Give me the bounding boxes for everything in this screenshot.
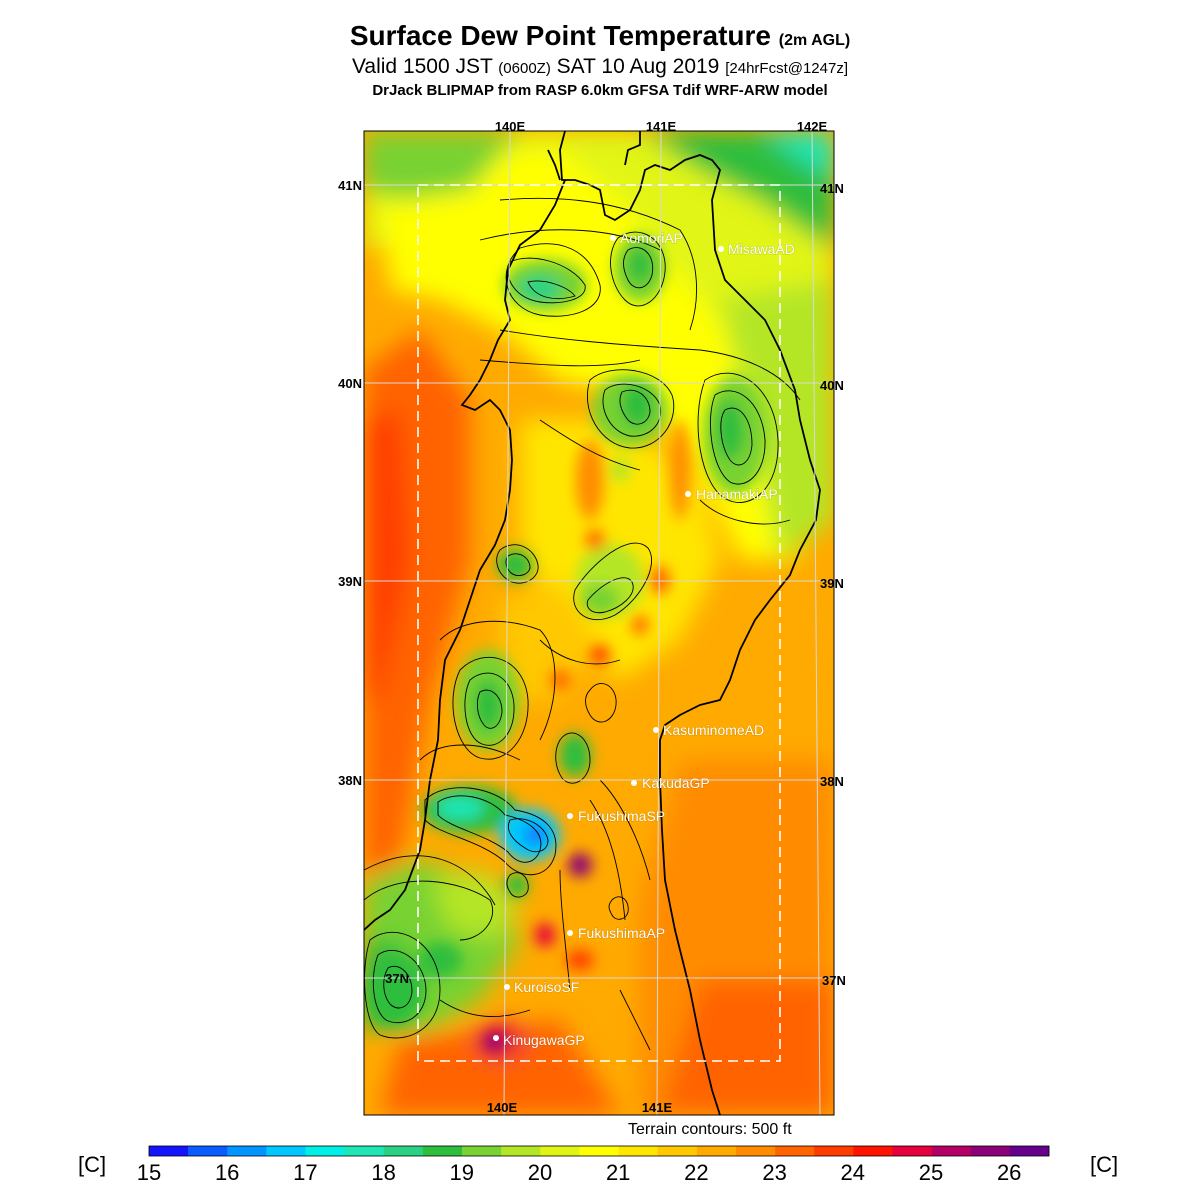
lon-label-top-141E: 141E bbox=[646, 119, 677, 134]
station-marker bbox=[653, 727, 659, 733]
colorbar-swatch bbox=[657, 1146, 698, 1156]
station-marker bbox=[567, 813, 573, 819]
colorbar-swatch bbox=[422, 1146, 463, 1156]
station-kinugawagp[interactable]: KinugawaGP bbox=[493, 1032, 585, 1049]
station-fukushimaap[interactable]: FukushimaAP bbox=[567, 925, 666, 942]
colorbar-tick-label: 25 bbox=[918, 1160, 944, 1185]
graticule bbox=[364, 130, 834, 1116]
colorbar-swatch bbox=[814, 1146, 854, 1156]
station-marker bbox=[685, 491, 691, 497]
colorbar-tick-label: 18 bbox=[371, 1160, 396, 1185]
station-misawaad[interactable]: MisawaAD bbox=[718, 241, 795, 258]
colorbar-swatch bbox=[540, 1146, 580, 1156]
colorbar-swatch bbox=[1009, 1146, 1050, 1156]
lon-label-bottom-140E: 140E bbox=[487, 1100, 518, 1115]
colorbar-swatch bbox=[970, 1146, 1011, 1156]
station-label: MisawaAD bbox=[728, 241, 795, 257]
title-text: Surface Dew Point Temperature bbox=[349, 20, 771, 51]
lat-label-left-39N: 39N bbox=[338, 574, 362, 589]
colorbar bbox=[148, 1145, 1050, 1157]
colorbar-tick-label: 26 bbox=[996, 1160, 1022, 1185]
colorbar-swatch bbox=[931, 1146, 972, 1156]
colorbar-tick-label: 20 bbox=[527, 1160, 553, 1185]
station-marker bbox=[567, 930, 573, 936]
colorbar-swatch bbox=[227, 1146, 267, 1156]
colorbar-tick-label: 17 bbox=[293, 1160, 318, 1185]
station-kasuminomead[interactable]: KasuminomeAD bbox=[653, 722, 765, 739]
lat-label-right-40N: 40N bbox=[820, 378, 844, 393]
model-domain-box bbox=[417, 184, 781, 1062]
station-label: FukushimaSP bbox=[578, 808, 665, 824]
station-kuroisosf[interactable]: KuroisoSF bbox=[504, 979, 580, 996]
valid-utc: (0600Z) bbox=[498, 60, 551, 77]
colorbar-tick-label: 22 bbox=[684, 1160, 709, 1185]
valid-date: SAT 10 Aug 2019 bbox=[556, 55, 720, 78]
forecast-info: [24hrFcst@1247z] bbox=[725, 60, 849, 77]
station-marker bbox=[504, 984, 510, 990]
lat-label-left-40N: 40N bbox=[338, 376, 362, 391]
dewpoint-field bbox=[364, 131, 834, 1115]
station-marker bbox=[610, 235, 616, 241]
lat-label-right-41N: 41N bbox=[820, 181, 844, 196]
colorbar-unit-right: [C] bbox=[1090, 1152, 1119, 1177]
colorbar-tick-label: 21 bbox=[605, 1160, 631, 1185]
colorbar-swatch bbox=[266, 1146, 306, 1156]
colorbar-unit-left: [C] bbox=[78, 1152, 107, 1177]
station-label: KakudaGP bbox=[642, 775, 710, 791]
lon-label-bottom-141E: 141E bbox=[642, 1100, 673, 1115]
colorbar-swatch bbox=[579, 1146, 619, 1156]
colorbar-swatch bbox=[344, 1146, 385, 1156]
colorbar-swatch bbox=[618, 1146, 658, 1156]
colorbar-tick-label: 23 bbox=[762, 1160, 787, 1185]
colorbar-swatch bbox=[735, 1146, 776, 1156]
terrain-contours bbox=[364, 197, 801, 1051]
station-aomoriap[interactable]: AomoriAP bbox=[610, 230, 684, 247]
colorbar-swatch bbox=[149, 1146, 189, 1156]
valid-time-line: Valid 1500 JST (0600Z) SAT 10 Aug 2019 [… bbox=[0, 55, 1200, 79]
lat-label-left-38N: 38N bbox=[338, 773, 362, 788]
lat-label-right-39N: 39N bbox=[820, 576, 844, 591]
colorbar-tick-label: 15 bbox=[136, 1160, 162, 1185]
station-marker bbox=[718, 246, 724, 252]
stations: AomoriAP MisawaAD HanamakiAP KasuminomeA… bbox=[493, 230, 795, 1049]
station-label: KinugawaGP bbox=[503, 1032, 585, 1048]
lat-label-right-37N: 37N bbox=[822, 973, 846, 988]
station-label: KasuminomeAD bbox=[663, 722, 764, 738]
station-label: AomoriAP bbox=[620, 230, 683, 246]
lat-label-left-41N: 41N bbox=[338, 178, 362, 193]
colorbar-swatch bbox=[775, 1146, 815, 1156]
colorbar-swatch bbox=[383, 1146, 424, 1156]
colorbar-swatch bbox=[853, 1146, 893, 1156]
station-fukushimasp[interactable]: FukushimaSP bbox=[567, 808, 666, 825]
title-qualifier: (2m AGL) bbox=[778, 32, 851, 49]
colorbar-swatch bbox=[188, 1146, 228, 1156]
colorbar-swatch bbox=[696, 1146, 737, 1156]
model-line: DrJack BLIPMAP from RASP 6.0km GFSA Tdif… bbox=[372, 82, 828, 99]
station-label: KuroisoSF bbox=[514, 979, 579, 995]
colorbar-tick-label: 24 bbox=[840, 1160, 866, 1185]
colorbar-outline bbox=[148, 1145, 1050, 1157]
map-title: Surface Dew Point Temperature (2m AGL) bbox=[0, 20, 1200, 52]
map-frame bbox=[363, 130, 835, 1116]
station-kakudagp[interactable]: KakudaGP bbox=[631, 775, 710, 792]
coastline bbox=[364, 131, 821, 1115]
valid-prefix: Valid 1500 JST bbox=[351, 55, 493, 78]
station-marker bbox=[493, 1035, 499, 1041]
station-hanamakiap[interactable]: HanamakiAP bbox=[685, 486, 778, 503]
colorbar-swatch bbox=[462, 1146, 502, 1156]
lon-label-top-140E: 140E bbox=[495, 119, 526, 134]
colorbar-tick-label: 16 bbox=[214, 1160, 240, 1185]
terrain-contour-note: Terrain contours: 500 ft bbox=[628, 1121, 792, 1138]
lat-label-right-38N: 38N bbox=[820, 774, 844, 789]
colorbar-swatch bbox=[892, 1146, 932, 1156]
station-label: HanamakiAP bbox=[696, 486, 778, 502]
station-label: FukushimaAP bbox=[578, 925, 665, 941]
colorbar-swatch bbox=[305, 1146, 345, 1156]
lon-label-top-142E: 142E bbox=[797, 119, 828, 134]
colorbar-swatch bbox=[501, 1146, 541, 1156]
colorbar-tick-label: 19 bbox=[449, 1160, 475, 1185]
lat-label-left-37N: 37N bbox=[385, 971, 409, 986]
station-marker bbox=[631, 780, 637, 786]
